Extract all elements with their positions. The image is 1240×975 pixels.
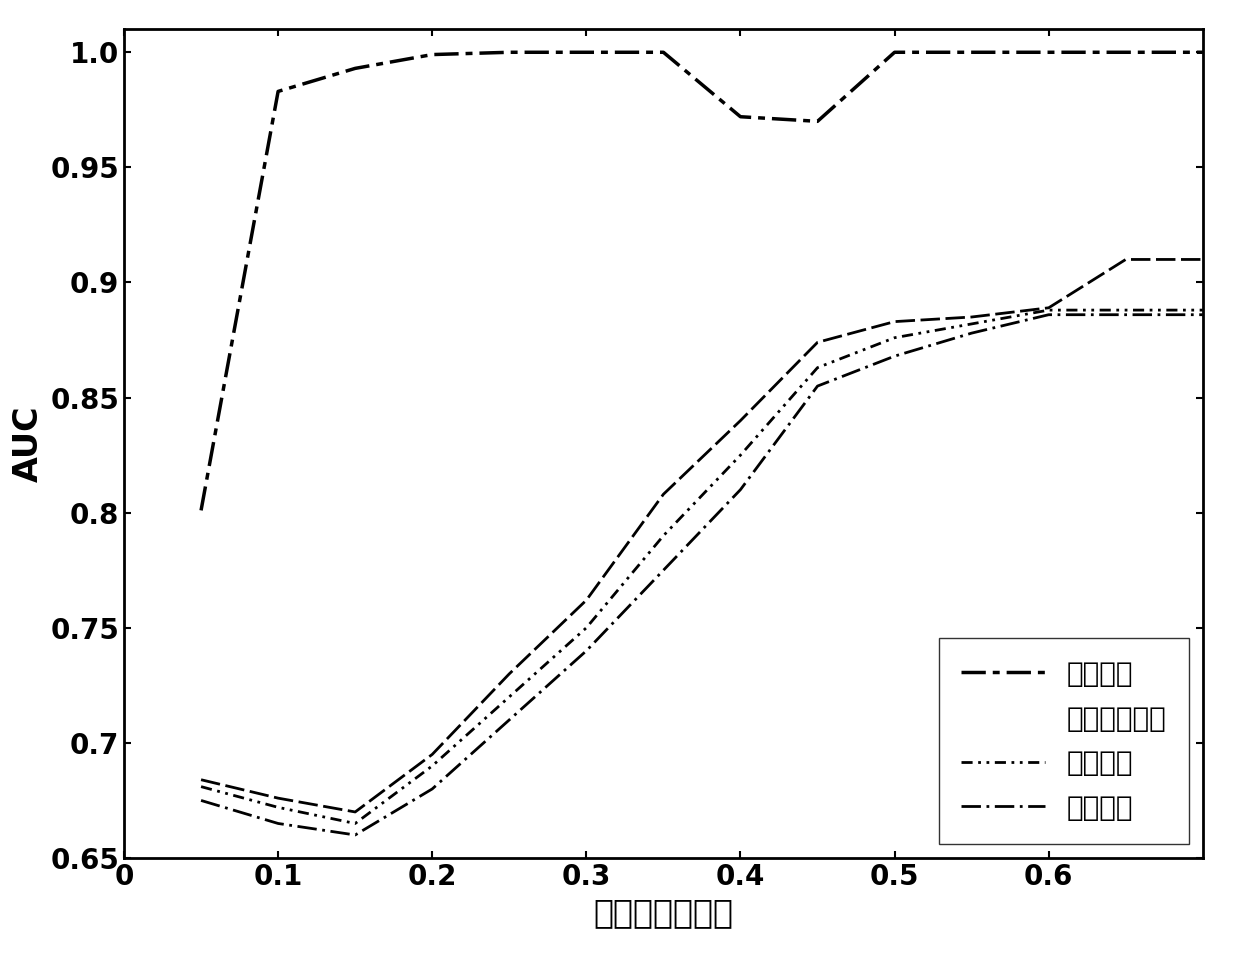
相关系数距离	[1195, 254, 1210, 265]
马氏距离	[1118, 309, 1133, 321]
欧式距离	[193, 504, 208, 516]
余弦距离	[579, 622, 594, 634]
相关系数距离	[965, 311, 980, 323]
欧式距离	[1042, 47, 1056, 58]
欧式距离	[810, 115, 825, 127]
Line: 相关系数距离: 相关系数距离	[201, 259, 1203, 812]
余弦距离	[810, 362, 825, 373]
欧式距离	[656, 47, 671, 58]
马氏距离	[347, 829, 362, 840]
相关系数距离	[347, 806, 362, 818]
Line: 余弦距离: 余弦距离	[201, 310, 1203, 824]
相关系数距离	[193, 774, 208, 786]
Legend: 欧式距离, 相关系数距离, 余弦距离, 马氏距离: 欧式距离, 相关系数距离, 余弦距离, 马氏距离	[939, 638, 1189, 844]
欧式距离	[887, 47, 901, 58]
相关系数距离	[887, 316, 901, 328]
相关系数距离	[810, 336, 825, 348]
马氏距离	[810, 380, 825, 392]
马氏距离	[733, 484, 748, 495]
相关系数距离	[579, 595, 594, 606]
欧式距离	[1118, 47, 1133, 58]
余弦距离	[965, 318, 980, 330]
欧式距离	[965, 47, 980, 58]
相关系数距离	[1118, 254, 1133, 265]
余弦距离	[1118, 304, 1133, 316]
Line: 欧式距离: 欧式距离	[201, 53, 1203, 510]
相关系数距离	[270, 793, 285, 804]
余弦距离	[656, 529, 671, 541]
余弦距离	[425, 760, 440, 772]
马氏距离	[887, 350, 901, 362]
马氏距离	[656, 565, 671, 576]
相关系数距离	[502, 668, 517, 680]
马氏距离	[502, 714, 517, 725]
马氏距离	[270, 818, 285, 830]
马氏距离	[579, 645, 594, 657]
余弦距离	[270, 801, 285, 813]
余弦距离	[1195, 304, 1210, 316]
相关系数距离	[425, 749, 440, 761]
马氏距离	[193, 795, 208, 806]
欧式距离	[733, 111, 748, 123]
相关系数距离	[733, 414, 748, 426]
余弦距离	[193, 781, 208, 793]
欧式距离	[270, 86, 285, 98]
欧式距离	[347, 62, 362, 74]
X-axis label: 故障后采样时间: 故障后采样时间	[594, 896, 733, 929]
余弦距离	[887, 332, 901, 343]
相关系数距离	[1042, 302, 1056, 314]
马氏距离	[1042, 309, 1056, 321]
Line: 马氏距离: 马氏距离	[201, 315, 1203, 835]
欧式距离	[1195, 47, 1210, 58]
余弦距离	[1042, 304, 1056, 316]
马氏距离	[965, 328, 980, 339]
Y-axis label: AUC: AUC	[11, 406, 45, 482]
欧式距离	[579, 47, 594, 58]
余弦距离	[347, 818, 362, 830]
欧式距离	[502, 47, 517, 58]
相关系数距离	[656, 488, 671, 500]
余弦距离	[733, 449, 748, 461]
余弦距离	[502, 691, 517, 703]
马氏距离	[1195, 309, 1210, 321]
马氏距离	[425, 783, 440, 795]
欧式距离	[425, 49, 440, 60]
